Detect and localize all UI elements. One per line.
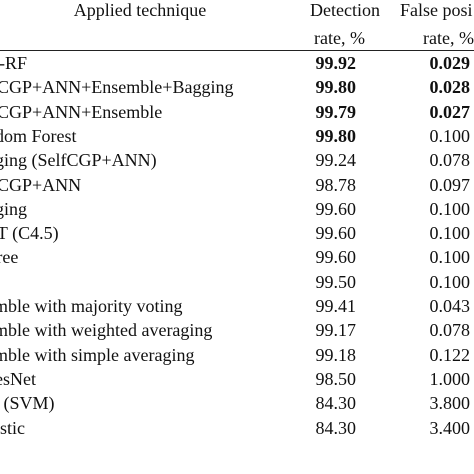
- detection-rate-cell: 98.78: [315, 174, 357, 195]
- detection-rate-cell: 99.24: [315, 150, 357, 171]
- table-row: gistic 84.30 3.400: [0, 417, 474, 440]
- technique-cell: emble with majority voting: [0, 296, 183, 316]
- technique-cell: Tree: [0, 247, 19, 268]
- technique-cell: O (SVM): [0, 393, 55, 414]
- false-positive-rate-cell: 3.400: [429, 417, 471, 438]
- header-fpr-line1: False posi: [400, 0, 473, 20]
- technique-cell: ndom Forest: [0, 125, 77, 146]
- detection-rate-cell: 99.41: [315, 296, 357, 316]
- table-row: emble with simple averaging 99.18 0.122: [0, 344, 474, 367]
- detection-rate-cell: 98.50: [315, 368, 357, 389]
- detection-rate-cell: 99.60: [315, 247, 357, 268]
- technique-cell: RT (C4.5): [0, 223, 59, 244]
- detection-rate-cell: 99.17: [315, 320, 357, 341]
- false-positive-rate-cell: 3.800: [429, 393, 471, 414]
- false-positive-rate-cell: 0.043: [429, 296, 471, 316]
- detection-rate-cell: 99.60: [315, 223, 357, 244]
- technique-cell: gistic: [0, 417, 25, 438]
- technique-cell: gging (SelfCGP+ANN): [0, 150, 157, 171]
- table-row: gging (SelfCGP+ANN) 99.24 0.078: [0, 149, 474, 172]
- technique-cell: lfCGP+ANN+Ensemble: [0, 101, 163, 122]
- detection-rate-cell: 99.60: [315, 198, 357, 219]
- detection-rate-cell: 99.50: [315, 271, 357, 292]
- technique-cell: emble with simple averaging: [0, 344, 195, 365]
- detection-rate-cell: 99.80: [315, 77, 357, 98]
- false-positive-rate-cell: 0.100: [429, 223, 471, 244]
- detection-rate-cell: 99.92: [315, 53, 357, 73]
- table-row: lfCGP+ANN+Ensemble+Bagging 99.80 0.028: [0, 76, 474, 99]
- table-row: emble with majority voting 99.41 0.043: [0, 295, 474, 318]
- header-rule: [0, 50, 474, 51]
- false-positive-rate-cell: 0.029: [429, 53, 471, 73]
- technique-cell: yesNet: [0, 368, 36, 389]
- table-row: Tree 99.60 0.100: [0, 246, 474, 269]
- table-row: ndom Forest 99.80 0.100: [0, 125, 474, 148]
- false-positive-rate-cell: 0.100: [429, 271, 471, 292]
- false-positive-rate-cell: 0.028: [429, 77, 471, 98]
- detection-rate-cell: 84.30: [315, 393, 357, 414]
- technique-cell: emble with weighted averaging: [0, 320, 213, 341]
- false-positive-rate-cell: 0.100: [429, 247, 471, 268]
- false-positive-rate-cell: 0.100: [429, 125, 471, 146]
- false-positive-rate-cell: 0.078: [429, 150, 471, 171]
- false-positive-rate-cell: 0.078: [429, 320, 471, 341]
- false-positive-rate-cell: 1.000: [429, 368, 471, 389]
- detection-rate-cell: 99.79: [315, 101, 357, 122]
- table-row: RT (C4.5) 99.60 0.100: [0, 222, 474, 245]
- false-positive-rate-cell: 0.122: [429, 344, 471, 365]
- detection-rate-cell: 84.30: [315, 417, 357, 438]
- table-row: yesNet 98.50 1.000: [0, 368, 474, 391]
- technique-cell: gging: [0, 198, 28, 219]
- false-positive-rate-cell: 0.097: [429, 174, 471, 195]
- table-row: lfCGP+ANN+Ensemble 99.79 0.027: [0, 101, 474, 124]
- false-positive-rate-cell: 0.027: [429, 101, 471, 122]
- technique-cell: lfCGP+ANN: [0, 174, 82, 195]
- technique-cell: D-RF: [0, 53, 28, 73]
- table-row: emble with weighted averaging 99.17 0.078: [0, 319, 474, 342]
- table-row: O (SVM) 84.30 3.800: [0, 392, 474, 415]
- table-row: lfCGP+ANN 98.78 0.097: [0, 174, 474, 197]
- header-detection-line2: rate, %: [314, 28, 365, 48]
- table-row: D-RF 99.92 0.029: [0, 52, 474, 75]
- technique-cell: lfCGP+ANN+Ensemble+Bagging: [0, 77, 234, 98]
- header-detection-line1: Detection: [310, 0, 380, 20]
- false-positive-rate-cell: 0.100: [429, 198, 471, 219]
- header-technique: Applied technique: [73, 0, 207, 20]
- header-fpr-line2: rate, %: [423, 28, 474, 48]
- detection-rate-cell: 99.18: [315, 344, 357, 365]
- table-row: gging 99.60 0.100: [0, 198, 474, 221]
- detection-rate-cell: 99.80: [315, 125, 357, 146]
- table-row: 99.50 0.100: [0, 271, 474, 294]
